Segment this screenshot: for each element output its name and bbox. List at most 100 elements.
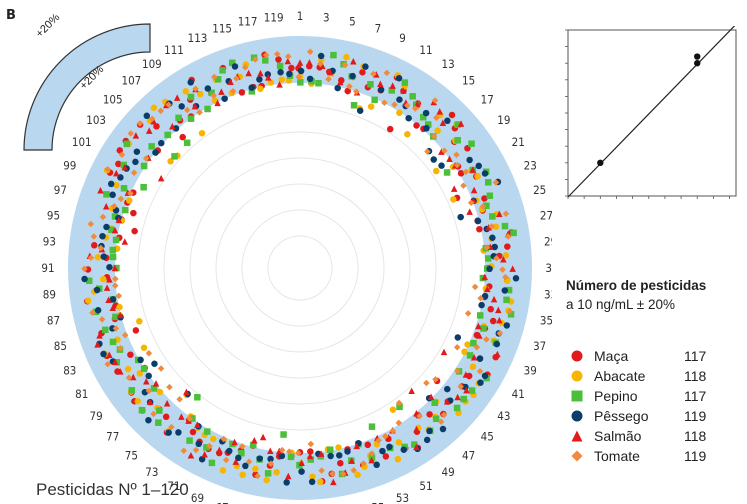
data-point — [186, 415, 193, 422]
data-point — [477, 295, 484, 302]
data-point — [111, 264, 119, 272]
pesticide-tick-label: 81 — [75, 387, 88, 401]
data-point — [501, 287, 509, 294]
data-point — [214, 76, 222, 83]
data-point — [262, 57, 269, 64]
data-point — [113, 169, 120, 177]
data-point — [350, 102, 358, 109]
data-point — [466, 208, 473, 215]
data-point — [502, 210, 510, 217]
legend-item-name: Abacate — [594, 368, 646, 384]
legend-item-count: 117 — [684, 348, 707, 364]
data-point — [97, 244, 105, 252]
data-point — [121, 163, 128, 171]
data-point — [381, 99, 388, 107]
pesticide-tick-label: 103 — [86, 113, 106, 127]
data-point — [118, 151, 126, 158]
data-point — [130, 169, 138, 177]
data-point — [326, 446, 334, 453]
data-point — [133, 148, 141, 155]
data-point — [454, 121, 461, 128]
data-point — [112, 275, 119, 283]
data-point — [423, 436, 431, 444]
legend-marker — [571, 410, 583, 422]
data-point — [198, 455, 206, 463]
data-point — [430, 133, 438, 140]
data-point — [276, 447, 283, 455]
data-point — [189, 428, 197, 436]
data-point — [111, 213, 119, 220]
data-point — [499, 266, 506, 273]
data-point — [264, 71, 272, 78]
data-point — [485, 224, 492, 231]
data-point — [210, 92, 217, 99]
data-point — [166, 383, 173, 391]
data-point — [470, 339, 477, 347]
data-point — [274, 50, 281, 58]
data-point — [295, 449, 302, 457]
data-point — [132, 158, 139, 166]
legend-item-name: Tomate — [594, 448, 640, 464]
data-point — [468, 387, 476, 394]
data-point — [231, 438, 238, 446]
data-point — [267, 460, 275, 467]
pesticide-tick-label: 117 — [238, 15, 258, 29]
data-point — [85, 277, 93, 285]
data-point — [457, 383, 464, 390]
data-point — [389, 82, 396, 89]
data-point — [137, 356, 144, 364]
data-point — [242, 462, 249, 470]
data-point — [489, 234, 496, 242]
data-point — [298, 459, 305, 467]
data-point — [115, 160, 122, 168]
data-point — [298, 468, 305, 475]
data-point — [256, 76, 263, 83]
data-point — [476, 355, 484, 362]
data-point — [278, 446, 286, 454]
data-point — [424, 121, 432, 128]
data-point — [109, 296, 117, 303]
data-point — [148, 143, 155, 150]
data-point — [471, 283, 479, 291]
data-point — [395, 74, 403, 82]
data-point — [115, 216, 123, 224]
data-point — [490, 295, 498, 303]
data-point — [157, 107, 165, 115]
data-point — [438, 148, 445, 155]
data-point — [167, 158, 174, 165]
data-point — [94, 254, 102, 261]
data-point — [404, 131, 411, 138]
data-point — [306, 75, 314, 83]
data-point — [145, 127, 153, 134]
data-point — [432, 167, 440, 175]
data-point — [389, 427, 397, 435]
data-point — [100, 275, 107, 283]
data-point — [127, 351, 134, 358]
calibration-inset-plot — [565, 26, 737, 199]
data-point — [422, 109, 430, 117]
data-point — [423, 125, 430, 132]
ring-key-label-outer: +20% — [34, 11, 63, 40]
data-point — [145, 416, 152, 424]
pesticide-tick-label: 43 — [497, 409, 510, 423]
legend-item: Salmão 118 — [570, 426, 747, 446]
data-point — [94, 307, 102, 314]
diamond-marker-icon — [571, 450, 583, 462]
data-point — [125, 374, 133, 382]
data-point — [385, 434, 392, 441]
data-point — [486, 192, 494, 199]
data-point — [469, 363, 477, 371]
pesticide-tick-label: 75 — [125, 448, 138, 462]
pesticide-tick-label: 93 — [43, 235, 56, 249]
pesticide-tick-label: 97 — [54, 183, 67, 197]
data-point — [368, 456, 375, 464]
data-point — [187, 115, 195, 122]
data-point — [454, 367, 461, 375]
grid-circle — [267, 235, 333, 301]
data-point — [259, 433, 267, 441]
data-point — [444, 385, 451, 393]
data-point — [81, 275, 88, 283]
legend-item-count: 117 — [684, 388, 707, 404]
data-point — [109, 253, 117, 261]
data-point — [111, 226, 119, 234]
